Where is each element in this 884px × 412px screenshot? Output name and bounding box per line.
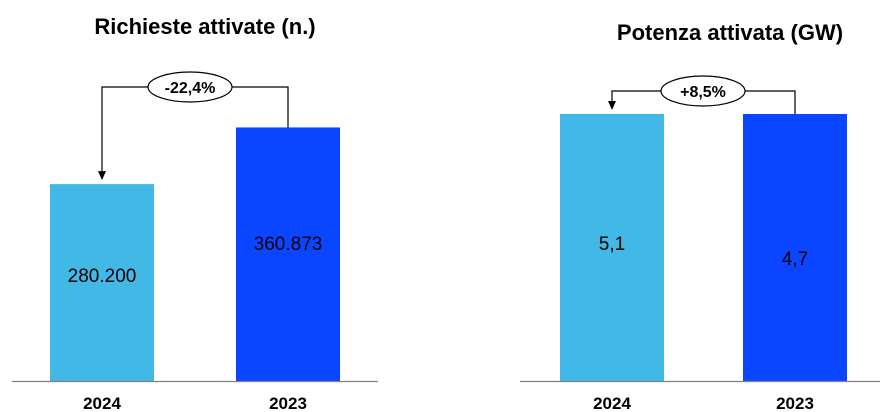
arrow-head-icon (98, 171, 106, 181)
bar-2024 (560, 114, 664, 381)
value-label-2023: 360.873 (254, 234, 323, 255)
category-label-2024: 2024 (593, 394, 631, 412)
change-percentage: +8,5% (680, 84, 726, 101)
bar-2023 (236, 127, 340, 381)
chart-title-power: Potenza attivata (GW) (617, 20, 843, 45)
chart-title-requests: Richieste attivate (n.) (94, 14, 315, 39)
bar-2024 (50, 184, 154, 381)
arrow-head-icon (608, 101, 616, 110)
bar-area-power: 5,1 2024 4,7 2023 +8,5% (520, 75, 880, 412)
category-label-2023: 2023 (776, 394, 814, 412)
value-label-2024: 5,1 (599, 234, 625, 255)
chart-panel-requests: Richieste attivate (n.) 280.200 2024 360.8… (12, 14, 378, 412)
bar-area-requests: 280.200 2024 360.873 2023 -22,4% (12, 71, 378, 412)
change-percentage: -22,4% (165, 80, 216, 97)
bar-2023 (743, 114, 847, 381)
category-label-2024: 2024 (83, 394, 121, 412)
change-badge (660, 75, 746, 107)
chart-panel-power: Potenza attivata (GW) 5,1 2024 4,7 2023 +8,5… (520, 20, 880, 412)
change-badge (147, 71, 233, 103)
value-label-2024: 280.200 (68, 266, 137, 287)
category-label-2023: 2023 (269, 394, 307, 412)
value-label-2023: 4,7 (782, 249, 808, 270)
